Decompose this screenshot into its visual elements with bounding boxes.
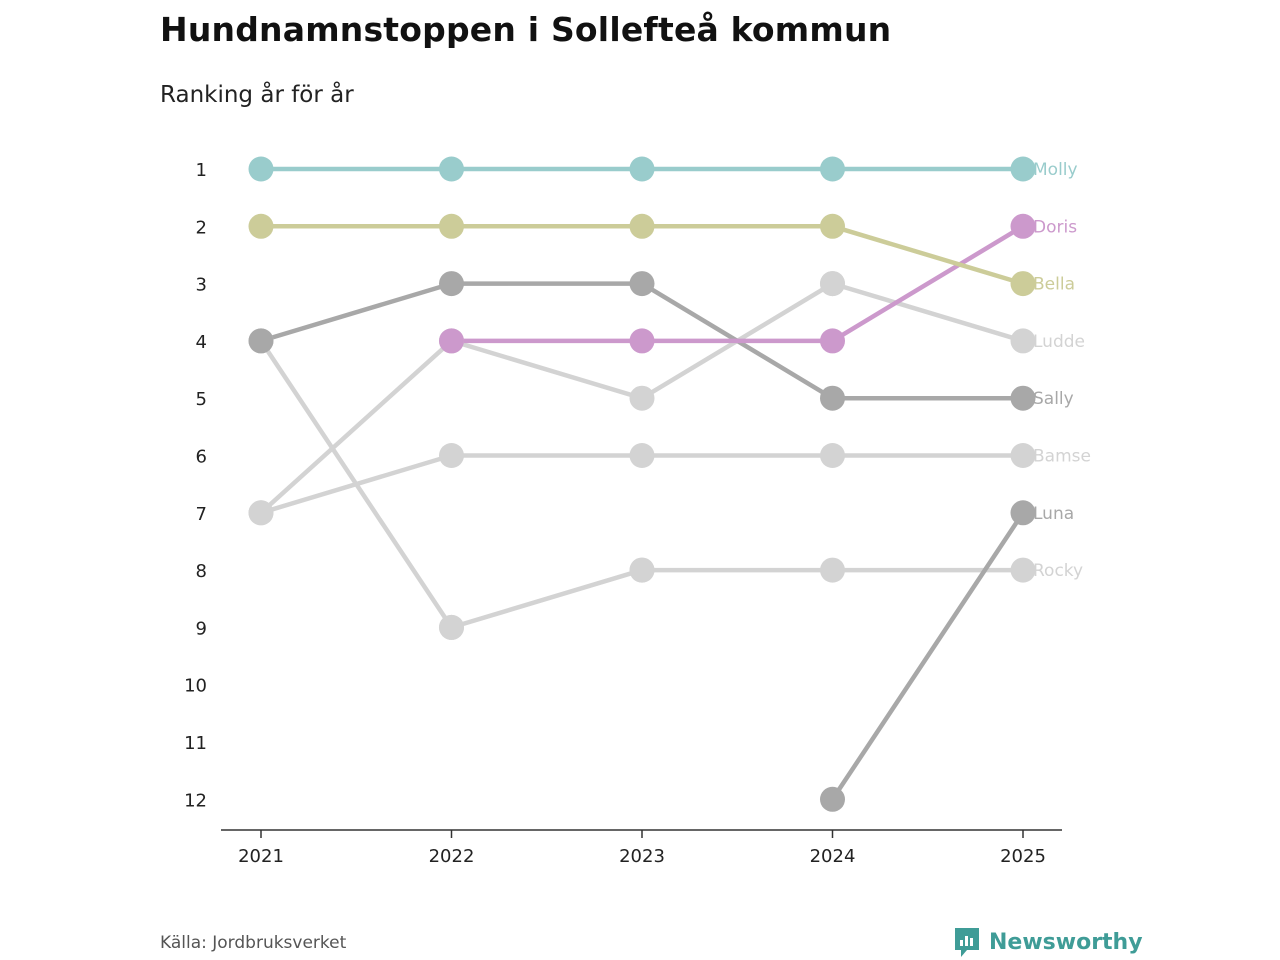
end-label-ludde: Ludde — [1033, 332, 1085, 352]
y-tick-label: 11 — [184, 733, 207, 754]
data-point-bella — [629, 213, 655, 239]
y-tick-label: 12 — [184, 790, 207, 811]
data-point-ludde — [1010, 328, 1036, 354]
brand-logo[interactable]: Newsworthy — [953, 926, 1143, 958]
y-tick-label: 7 — [196, 504, 207, 525]
x-tick-label: 2023 — [619, 846, 665, 867]
x-tick-label: 2025 — [1000, 846, 1046, 867]
data-point-luna — [1010, 500, 1036, 526]
data-point-rocky — [820, 557, 845, 583]
data-point-ludde-2022-2024 — [629, 385, 655, 411]
source-note: Källa: Jordbruksverket — [160, 933, 347, 953]
data-point-luna — [820, 786, 845, 812]
data-point-molly — [1010, 156, 1036, 182]
series-line-rocky — [449, 567, 645, 630]
series-line-ludde — [830, 281, 1026, 344]
x-axis-ticks: 2021 2022 2023 2024 2025 — [238, 830, 1046, 867]
data-point-molly — [439, 156, 464, 182]
series-line-luna — [830, 510, 1026, 802]
series-line-bella — [830, 224, 1026, 286]
data-point-rocky — [629, 557, 655, 583]
data-point-doris — [629, 328, 655, 354]
data-point-doris — [439, 328, 464, 354]
data-point-doris — [1010, 213, 1036, 239]
y-tick-label: 4 — [196, 332, 207, 353]
series-line-sally — [258, 281, 454, 344]
data-point-molly — [629, 156, 655, 182]
data-point-bamse — [439, 443, 464, 468]
data-point-bamse — [1010, 443, 1036, 468]
y-tick-label: 9 — [196, 618, 207, 639]
y-tick-label: 5 — [196, 389, 207, 410]
chart-subtitle: Ranking år för år — [160, 82, 354, 108]
y-tick-label: 2 — [196, 217, 207, 238]
y-tick-label: 1 — [196, 160, 207, 181]
series-end-labels: Ludde Bamse Rocky Sally Luna Molly Doris Bella — [1033, 160, 1091, 581]
y-tick-label: 10 — [184, 676, 207, 697]
data-point-sally — [629, 271, 655, 297]
chart-title: Hundnamnstoppen i Sollefteå kommun — [160, 10, 892, 49]
series-line-ludde-2022-2024 — [449, 338, 645, 401]
brand-name: Newsworthy — [989, 929, 1143, 955]
end-label-sally: Sally — [1033, 389, 1074, 409]
x-tick-label: 2022 — [429, 846, 475, 867]
data-point-bella — [820, 213, 845, 239]
data-point-rocky — [1010, 557, 1036, 583]
data-point-molly — [820, 156, 845, 182]
data-point-ludde-2022-2024 — [248, 500, 274, 526]
data-point-doris — [820, 328, 845, 354]
end-label-doris: Doris — [1033, 217, 1077, 237]
data-point-ludde-2022-2024 — [820, 271, 845, 297]
series-line-bamse — [258, 453, 454, 516]
end-label-rocky: Rocky — [1033, 561, 1083, 581]
data-point-bamse — [820, 443, 845, 468]
data-point-sally — [820, 385, 845, 411]
series-lines — [258, 166, 1026, 802]
end-label-bella: Bella — [1033, 275, 1075, 295]
data-point-molly — [248, 156, 274, 182]
end-label-molly: Molly — [1033, 160, 1078, 180]
y-tick-label: 8 — [196, 561, 207, 582]
newsworthy-logo-icon — [955, 928, 979, 957]
data-point-rocky — [439, 614, 464, 640]
series-line-ludde-2022-2024 — [258, 338, 454, 516]
data-point-sally — [439, 271, 464, 297]
end-label-luna: Luna — [1033, 504, 1074, 524]
series-points — [248, 156, 1036, 812]
data-point-sally — [248, 328, 274, 354]
data-point-bamse — [629, 443, 655, 468]
x-tick-label: 2024 — [810, 846, 856, 867]
series-line-doris — [830, 224, 1026, 344]
end-label-bamse: Bamse — [1033, 447, 1091, 467]
data-point-bella — [439, 213, 464, 239]
data-point-sally — [1010, 385, 1036, 411]
y-tick-label: 3 — [196, 275, 207, 296]
x-tick-label: 2021 — [238, 846, 284, 867]
y-tick-label: 6 — [196, 447, 207, 468]
data-point-bella — [1010, 271, 1036, 297]
data-point-bella — [248, 213, 274, 239]
